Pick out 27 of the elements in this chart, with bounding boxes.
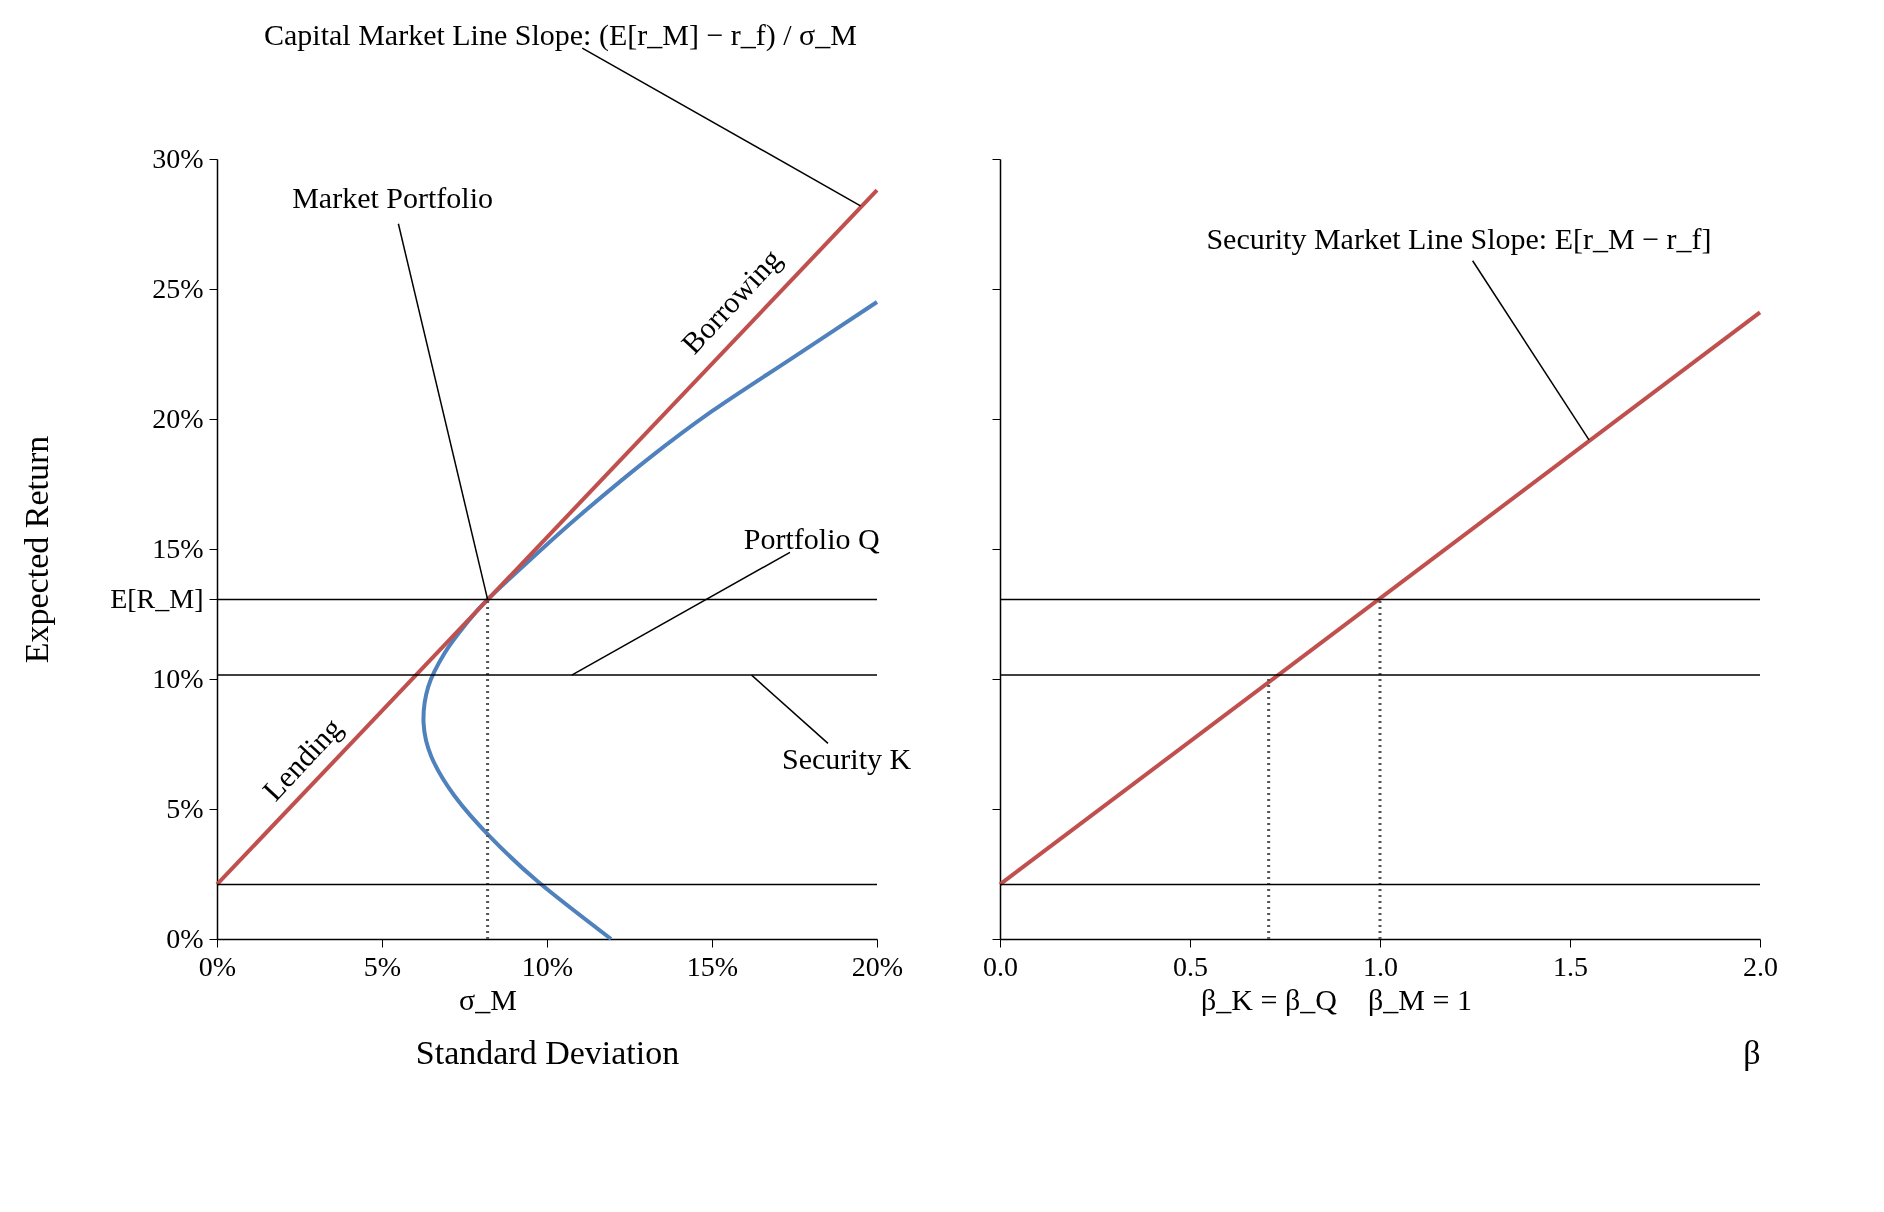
y-tick-label: 10% — [152, 662, 204, 694]
y-tick-label: 15% — [152, 532, 204, 564]
x-tick-label: 5% — [363, 950, 402, 982]
x-axis-title: β — [1743, 1033, 1761, 1071]
text: σ_M — [459, 983, 517, 1016]
annotation: Security Market Line Slope: E[r_M − r_f] — [1206, 221, 1712, 255]
x-tick-label: 20% — [851, 950, 904, 982]
y-tick-label: E[R_M] — [110, 582, 204, 614]
x-tick-label: 1.0 — [1363, 950, 1398, 982]
y-tick-label: 20% — [152, 402, 204, 434]
annotation: Portfolio Q — [743, 522, 880, 556]
y-tick-label: 25% — [152, 272, 204, 304]
text: β_M = 1 — [1368, 983, 1472, 1016]
x-tick-label: 1.5 — [1553, 950, 1588, 982]
annotation: Capital Market Line Slope: (E[r_M] − r_f) / σ_M — [264, 17, 857, 52]
annotation: Security K — [782, 742, 912, 776]
text: β_K = β_Q — [1201, 983, 1338, 1016]
y-tick-label: 5% — [166, 792, 204, 824]
y-axis-title: Expected Return — [18, 435, 56, 664]
x-tick-label: 0.0 — [983, 950, 1018, 982]
x-axis-title: Standard Deviation — [415, 1033, 680, 1071]
x-tick-label: 10% — [521, 950, 574, 982]
x-tick-label: 15% — [686, 950, 739, 982]
x-tick-label: 2.0 — [1743, 950, 1778, 982]
y-tick-label: 30% — [152, 142, 204, 174]
x-tick-label: 0.5 — [1173, 950, 1208, 982]
annotation: Market Portfolio — [292, 181, 494, 215]
